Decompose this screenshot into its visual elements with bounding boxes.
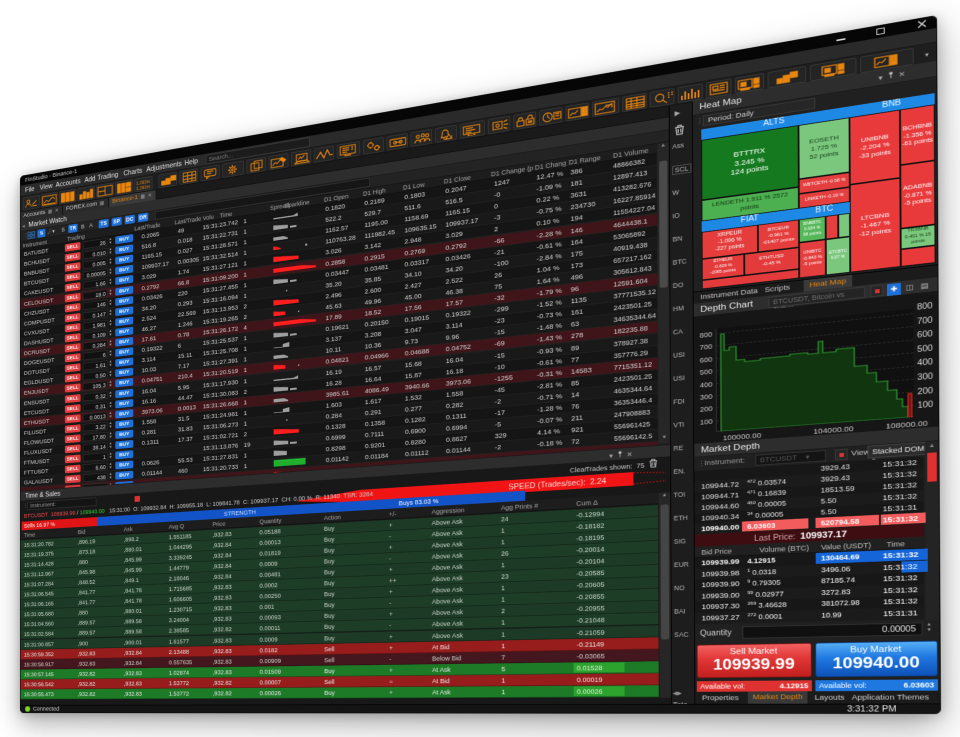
svg-text:1,28356: 1,28356 <box>136 178 150 186</box>
svg-text:1,28355: 1,28355 <box>136 183 150 190</box>
